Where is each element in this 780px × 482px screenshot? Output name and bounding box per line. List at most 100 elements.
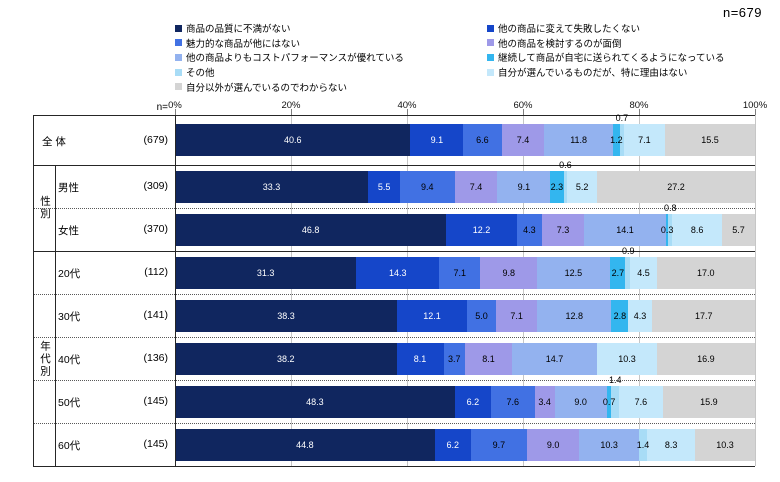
group-boundary-line bbox=[33, 466, 755, 467]
bar-segment: 10.3 bbox=[579, 428, 639, 461]
bar-segment: 5.7 bbox=[721, 213, 755, 246]
bar-segment-label: 1.4 bbox=[636, 439, 650, 450]
group-boundary-line bbox=[33, 165, 755, 166]
legend-swatch-icon bbox=[175, 53, 182, 61]
row-n-value: (370) bbox=[143, 223, 168, 235]
stacked-bar-row: 46.8 12.2 4.3 7.3 14.1 0.3 0.8 8.6 5.7 bbox=[175, 203, 755, 246]
bar-segment bbox=[550, 170, 564, 203]
stacked-bar-row: 31.3 14.3 7.1 9.8 12.5 2.7 0.9 4.5 17.0 bbox=[175, 246, 755, 289]
bar-segment: 7.4 bbox=[454, 170, 498, 203]
bar-segment: 46.8 bbox=[175, 213, 447, 246]
bar-segment: 27.2 bbox=[597, 170, 755, 203]
bar-segment bbox=[563, 170, 567, 203]
legend-item-label: 継続して商品が自宅に送られてくるようになっている bbox=[498, 53, 725, 65]
legend-item-label: 商品の品質に不満がない bbox=[186, 24, 291, 36]
legend-item-label: その他 bbox=[186, 68, 215, 80]
legend-swatch-icon bbox=[175, 83, 182, 91]
bar-segment: 7.4 bbox=[501, 124, 545, 156]
bar-segment: 7.3 bbox=[541, 213, 585, 246]
legend-item-label: 魅力的な商品が他にはない bbox=[186, 38, 301, 50]
bar-segment: 16.9 bbox=[656, 342, 755, 375]
stacked-bar-row: 38.3 12.1 5.0 7.1 12.8 2.8 4.3 17.7 bbox=[175, 299, 756, 332]
bar-segment: 8.1 bbox=[396, 342, 444, 375]
row-separator-dotted bbox=[33, 380, 755, 381]
axis-tick-label: 100% bbox=[742, 100, 768, 111]
bar-segment: 17.0 bbox=[656, 256, 755, 289]
axis-tick-label: 60% bbox=[513, 100, 533, 111]
group-boundary-line bbox=[33, 115, 755, 116]
bar-segment: 9.0 bbox=[554, 385, 607, 418]
bar-segment bbox=[665, 213, 668, 246]
legend-item-label: 他の商品に変えて失敗したくない bbox=[498, 24, 641, 36]
bar-segment bbox=[612, 124, 620, 156]
bar-segment: 12.8 bbox=[537, 299, 612, 332]
bar-segment: 8.1 bbox=[464, 342, 512, 375]
legend-item: 商品の品質に不満がない bbox=[175, 21, 475, 36]
legend-item: 自分以外が選んでいるのでわからない bbox=[175, 79, 475, 94]
bar-segment: 7.1 bbox=[496, 299, 538, 332]
bar-segment bbox=[625, 256, 631, 289]
row-label: 30代 bbox=[58, 311, 81, 323]
row-n-value: (112) bbox=[144, 266, 168, 278]
group-column-divider bbox=[55, 251, 56, 466]
bar-segment: 10.3 bbox=[695, 428, 755, 461]
row-n-value: (136) bbox=[143, 352, 168, 364]
gridline bbox=[755, 115, 756, 466]
legend-item: 継続して商品が自宅に送られてくるようになっている bbox=[487, 50, 777, 65]
bar-segment-label: 1.4 bbox=[608, 374, 622, 385]
bar-segment: 7.1 bbox=[439, 256, 481, 289]
bar-segment: 7.1 bbox=[623, 124, 666, 156]
bar-segment: 14.3 bbox=[356, 256, 440, 289]
bar-segment: 10.3 bbox=[597, 342, 657, 375]
legend-column-right: 他の商品に変えて失敗したくない 他の商品を検討するのが面倒 継続して商品が自宅に送ら… bbox=[487, 21, 777, 79]
legend-swatch-icon bbox=[175, 39, 182, 47]
legend-swatch-icon bbox=[487, 53, 494, 61]
bar-segment-label: 0.7 bbox=[602, 396, 616, 407]
bar-segment: 44.8 bbox=[175, 428, 435, 461]
bar-segment: 4.5 bbox=[630, 256, 657, 289]
bar-segment bbox=[619, 124, 624, 156]
legend-item-label: 他の商品よりもコストパフォーマンスが優れている bbox=[186, 53, 404, 65]
bar-segment: 3.7 bbox=[443, 342, 465, 375]
stacked-bar-row: 38.2 8.1 3.7 8.1 14.7 10.3 16.9 bbox=[175, 342, 755, 375]
row-separator-dotted bbox=[33, 337, 755, 338]
bar-segment: 31.3 bbox=[175, 256, 357, 289]
group-label: 年代別 bbox=[39, 339, 51, 378]
bar-segment: 6.6 bbox=[463, 124, 502, 156]
bar-segment-label: 0.3 bbox=[660, 224, 674, 235]
row-label: 女性 bbox=[58, 225, 79, 237]
bar-segment: 33.3 bbox=[175, 170, 369, 203]
bar-segment bbox=[610, 385, 619, 418]
row-n-value: (141) bbox=[143, 309, 168, 321]
bar-segment: 8.3 bbox=[647, 428, 696, 461]
bar-segment: 48.3 bbox=[175, 385, 455, 418]
bar-segment-label: 1.2 bbox=[610, 135, 623, 145]
legend-item: 魅力的な商品が他にはない bbox=[175, 36, 475, 51]
legend-item: 他の商品に変えて失敗したくない bbox=[487, 21, 777, 36]
row-label: 40代 bbox=[58, 354, 81, 366]
bar-segment: 9.1 bbox=[497, 170, 551, 203]
bar-segment: 7.6 bbox=[490, 385, 535, 418]
row-n-value: (145) bbox=[143, 395, 168, 407]
stacked-bar-row: 48.3 6.2 7.6 3.4 9.0 0.7 1.4 7.6 15.9 bbox=[175, 375, 755, 418]
bar-segment-label: 0.8 bbox=[664, 202, 677, 213]
row-label: 全 体 bbox=[42, 135, 66, 148]
bar-segment: 12.5 bbox=[537, 256, 610, 289]
stacked-bar-row: 33.3 5.5 9.4 7.4 9.1 2.3 0.6 5.2 27.2 bbox=[175, 160, 755, 203]
legend-item: その他 bbox=[175, 65, 475, 80]
axis-tick-mark bbox=[755, 109, 756, 115]
legend-item: 自分が選んでいるものだが、特に理由はない bbox=[487, 65, 777, 80]
legend-item: 他の商品よりもコストパフォーマンスが優れている bbox=[175, 50, 475, 65]
bar-segment: 9.0 bbox=[527, 428, 580, 461]
bar-segment-label: 0.9 bbox=[622, 245, 635, 256]
legend-item-label: 自分以外が選んでいるのでわからない bbox=[186, 82, 348, 94]
row-separator-dotted bbox=[33, 294, 755, 295]
bar-segment-label: 2.7 bbox=[611, 267, 625, 278]
row-n-value: (309) bbox=[143, 180, 168, 192]
bar-segment: 4.3 bbox=[516, 213, 542, 246]
gridline bbox=[291, 115, 292, 466]
legend-column-left: 商品の品質に不満がない 魅力的な商品が他にはない他の商品よりもコストパフォーマンス… bbox=[175, 21, 475, 94]
bar-segment: 38.3 bbox=[175, 299, 397, 332]
bar-segment-label: 2.3 bbox=[550, 181, 564, 192]
legend-swatch-icon bbox=[175, 68, 182, 76]
